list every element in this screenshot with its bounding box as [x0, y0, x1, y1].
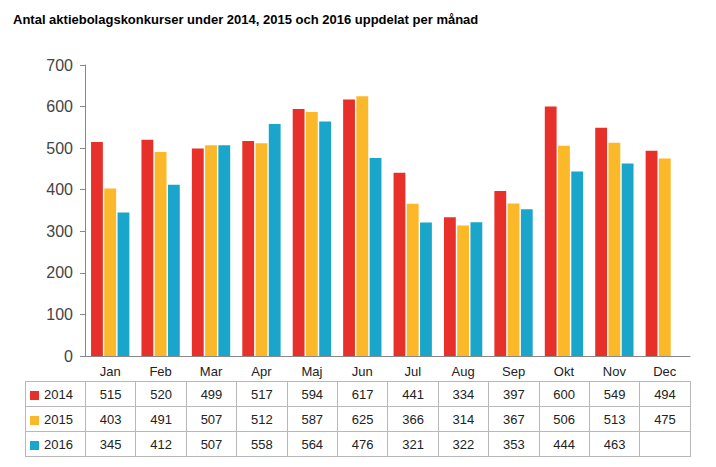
html-text:403: 403	[99, 411, 122, 427]
html-text:513: 513	[603, 411, 626, 427]
html-text:587: 587	[301, 411, 324, 427]
html-text:441: 441	[402, 386, 424, 402]
svg-text:Nov: Nov	[603, 364, 627, 379]
html-text:499: 499	[200, 386, 223, 402]
svg-text:300: 300	[46, 223, 73, 240]
html-text:491: 491	[150, 411, 172, 427]
svg-text:Jun: Jun	[352, 364, 373, 379]
html-text:594: 594	[301, 386, 324, 402]
svg-text:Mar: Mar	[200, 364, 223, 379]
svg-text:Feb: Feb	[149, 364, 171, 379]
html-text:512: 512	[251, 411, 273, 427]
html-text:444: 444	[553, 436, 576, 452]
html-text:520: 520	[150, 386, 172, 402]
html-text:353: 353	[503, 436, 525, 452]
svg-text:Apr: Apr	[251, 364, 272, 379]
html-text:515: 515	[99, 386, 122, 402]
svg-text:Aug: Aug	[452, 364, 475, 379]
svg-text:Antal aktiebolagskonkurser und: Antal aktiebolagskonkurser under 2014, 2…	[13, 12, 478, 27]
html-text:366: 366	[402, 411, 424, 427]
svg-text:Jul: Jul	[404, 364, 421, 379]
svg-text:Sep: Sep	[502, 364, 525, 379]
html-text:517: 517	[251, 386, 273, 402]
html-text:322: 322	[452, 436, 475, 452]
svg-text:Maj: Maj	[301, 364, 322, 379]
html-text:367: 367	[503, 411, 525, 427]
html-text:463: 463	[603, 436, 626, 452]
html-text:334: 334	[452, 386, 475, 402]
html-text:494: 494	[654, 386, 676, 402]
html-text:507: 507	[200, 436, 223, 452]
html-text:475: 475	[654, 411, 676, 427]
html-text:625: 625	[351, 411, 374, 427]
svg-text:0: 0	[64, 348, 73, 365]
html-text:321: 321	[402, 436, 424, 452]
svg-text:Okt: Okt	[554, 364, 575, 379]
svg-text:200: 200	[46, 264, 73, 281]
html-text:564: 564	[301, 436, 324, 452]
svg-text:400: 400	[46, 181, 73, 198]
html-text:507: 507	[200, 411, 223, 427]
svg-text:100: 100	[46, 306, 73, 323]
html-text:397: 397	[503, 386, 525, 402]
html-text:549: 549	[603, 386, 626, 402]
html-text:617: 617	[351, 386, 374, 402]
html-text:600: 600	[553, 386, 576, 402]
svg-text:Dec: Dec	[653, 364, 677, 379]
html-text:345: 345	[99, 436, 122, 452]
html-text:558: 558	[251, 436, 273, 452]
svg-text:700: 700	[46, 57, 73, 74]
svg-text:Jan: Jan	[100, 364, 121, 379]
html-text:2015: 2015	[44, 411, 73, 427]
svg-text:500: 500	[46, 140, 73, 157]
html-text:476: 476	[351, 436, 374, 452]
html-text:2016: 2016	[44, 436, 73, 452]
html-text:506: 506	[553, 411, 576, 427]
svg-text:600: 600	[46, 98, 73, 115]
html-text:2014: 2014	[44, 386, 73, 402]
html-text:314: 314	[452, 411, 475, 427]
html-text:412: 412	[150, 436, 172, 452]
